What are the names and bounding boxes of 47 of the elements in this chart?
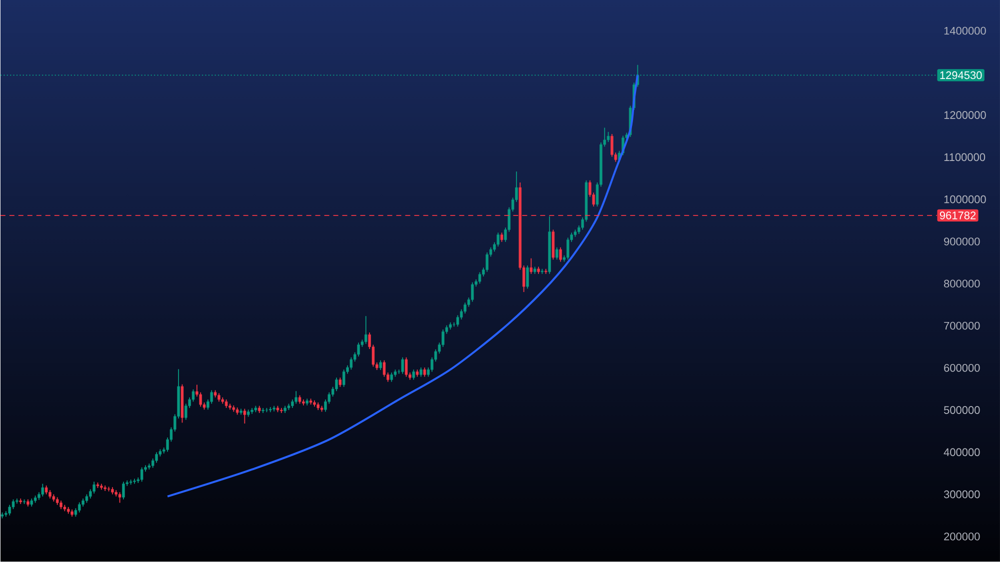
candlestick	[294, 390, 298, 404]
candlestick	[423, 367, 426, 378]
candlestick	[379, 360, 382, 371]
candlestick	[78, 502, 81, 514]
candlestick	[401, 357, 404, 374]
candlestick	[350, 357, 353, 370]
candlestick	[530, 258, 533, 274]
candlestick	[526, 265, 529, 290]
y-tick-label: 1400000	[944, 26, 986, 35]
candlestick	[471, 282, 474, 302]
candlestick	[140, 467, 144, 482]
candlestick	[342, 369, 346, 388]
ref-line-label: 1294530	[940, 71, 982, 80]
candlestick	[478, 272, 482, 284]
candlestick	[8, 504, 11, 516]
candlestick	[606, 132, 610, 143]
candlestick	[556, 247, 558, 260]
line-series	[166, 74, 639, 498]
candlestick	[404, 357, 408, 378]
candlestick	[420, 367, 422, 378]
candlestick	[486, 252, 488, 272]
candlestick	[496, 232, 500, 248]
y-tick-label: 600000	[944, 364, 980, 372]
y-tick-label: 700000	[944, 322, 980, 330]
candlestick	[456, 314, 460, 328]
candlestick	[412, 369, 415, 380]
candlestick	[41, 483, 44, 498]
candlestick	[338, 377, 342, 388]
y-tick-label: 300000	[944, 490, 980, 498]
candlestick	[390, 372, 393, 382]
candlestick	[92, 481, 96, 494]
y-tick-label: 500000	[944, 406, 980, 414]
candlestick	[357, 342, 360, 358]
candlestick	[364, 316, 368, 344]
candlestick	[243, 408, 246, 424]
candlestick	[559, 247, 562, 262]
candlestick	[118, 492, 122, 504]
y-tick-label: 1000000	[944, 196, 986, 204]
y-tick-label: 400000	[944, 448, 980, 456]
y-tick-label: 900000	[944, 238, 980, 246]
y-tick-label: 800000	[944, 280, 980, 288]
y-tick-label: 1100000	[944, 153, 986, 162]
candlestick	[122, 481, 125, 500]
candlestick	[500, 232, 504, 242]
y-tick-label: 1200000	[944, 111, 986, 120]
ref-line-label: 961782	[940, 212, 976, 220]
y-tick-label: 200000	[944, 532, 980, 540]
